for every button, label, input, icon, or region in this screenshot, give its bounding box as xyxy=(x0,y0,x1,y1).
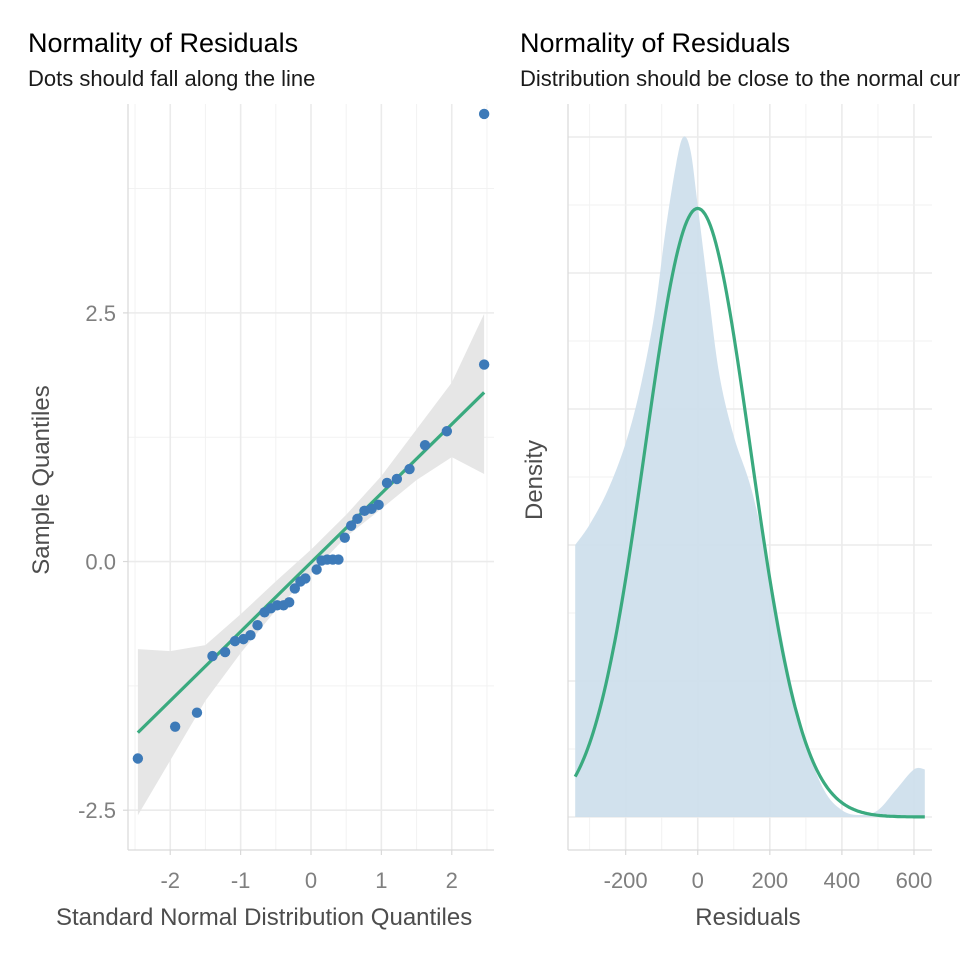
qq-point xyxy=(352,513,363,524)
qq-x-tick-label: 0 xyxy=(305,868,317,893)
qq-point xyxy=(252,620,263,631)
qq-x-tick-label: 1 xyxy=(375,868,387,893)
qq-y-tick-label: 0.0 xyxy=(85,550,116,575)
qq-y-tick-label: 2.5 xyxy=(85,301,116,326)
density-x-tick-label: 600 xyxy=(896,868,933,893)
density-x-axis-label: Residuals xyxy=(695,904,800,931)
qq-point xyxy=(391,473,403,485)
qq-x-tick-label: 2 xyxy=(446,868,458,893)
qq-point xyxy=(245,629,256,641)
qq-point xyxy=(381,477,393,489)
qq-point xyxy=(229,635,241,647)
qq-point xyxy=(478,108,490,120)
density-x-tick-label: -200 xyxy=(604,868,648,893)
qq-point xyxy=(333,554,344,565)
qq-x-tick-label: -1 xyxy=(231,868,251,893)
density-estimate-area xyxy=(575,136,925,817)
qq-points xyxy=(132,108,490,764)
qq-x-axis-label: Standard Normal Distribution Quantiles xyxy=(56,904,472,931)
qq-point xyxy=(283,597,295,608)
panel-gutter xyxy=(506,0,520,960)
qq-y-tick-label: -2.5 xyxy=(78,798,116,823)
qq-point xyxy=(132,753,144,764)
qq-point xyxy=(345,520,357,531)
qq-x-tick-label: -2 xyxy=(160,868,180,893)
density-subtitle: Distribution should be close to the norm… xyxy=(520,66,960,91)
density-title: Normality of Residuals xyxy=(520,28,790,58)
qq-point xyxy=(478,359,490,370)
density-x-tick-label: 0 xyxy=(692,868,704,893)
qq-title: Normality of Residuals xyxy=(28,28,298,58)
normal-curve xyxy=(573,206,925,819)
qq-x-ticks: -2 -1 0 1 2 xyxy=(160,850,458,893)
density-x-tick-label: 200 xyxy=(751,868,788,893)
qq-point xyxy=(339,532,350,543)
qq-point xyxy=(300,573,311,584)
qq-point xyxy=(441,426,453,437)
qq-y-axis-label: Sample Quantiles xyxy=(28,385,55,574)
qq-point xyxy=(207,650,218,662)
qq-y-ticks: -2.5 0.0 2.5 xyxy=(78,301,128,823)
qq-point xyxy=(419,439,431,451)
qq-point xyxy=(373,499,384,511)
qq-point xyxy=(219,646,231,658)
qq-point xyxy=(289,583,301,594)
density-x-ticks: -200 0 200 400 600 xyxy=(604,850,933,893)
qq-panel: Normality of Residuals Dots should fall … xyxy=(28,28,494,931)
qq-point xyxy=(169,721,181,732)
qq-point xyxy=(311,564,322,575)
qq-subtitle: Dots should fall along the line xyxy=(28,66,315,91)
density-y-axis-label: Density xyxy=(521,440,548,520)
qq-point xyxy=(404,463,415,475)
density-panel: Normality of Residuals Distribution shou… xyxy=(520,28,960,931)
qq-point xyxy=(191,707,203,718)
density-x-tick-label: 400 xyxy=(824,868,861,893)
